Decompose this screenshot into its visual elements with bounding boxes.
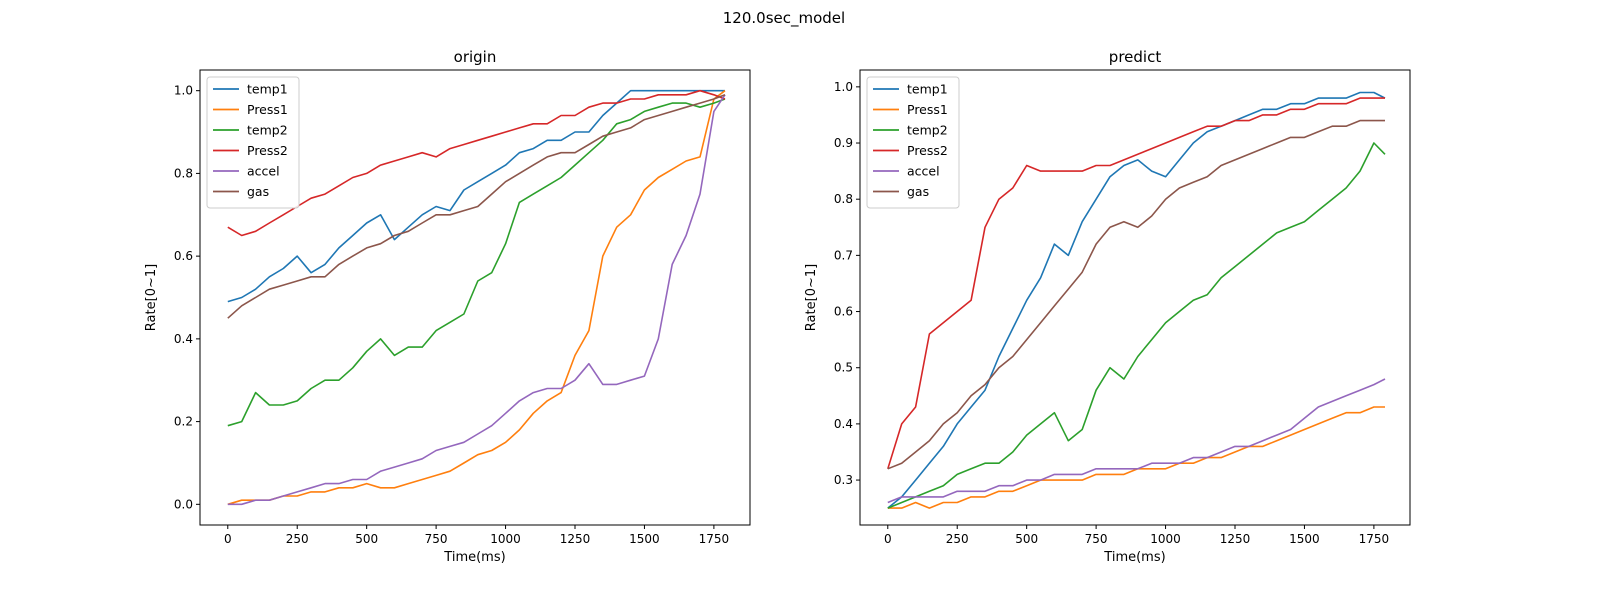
origin-plot-area xyxy=(227,89,726,506)
predict-axes-frame xyxy=(859,69,1411,526)
origin-xtick-label: 0 xyxy=(224,532,232,546)
origin-legend-label-temp2: temp2 xyxy=(247,123,288,138)
origin-legend: temp1 Press1 temp2 Press2 accel gas xyxy=(206,76,300,209)
origin-ylabel: Rate[0~1] xyxy=(144,264,159,331)
origin-ytick-label: 0.2 xyxy=(174,415,193,429)
origin-line-accel xyxy=(227,94,726,506)
origin-line-Press2 xyxy=(227,89,726,237)
predict-ylabel: Rate[0~1] xyxy=(804,264,819,331)
origin-xtick-label: 1000 xyxy=(490,532,521,546)
origin-legend-label-Press2: Press2 xyxy=(247,143,288,158)
origin-title: origin xyxy=(454,48,497,66)
predict-line-temp1 xyxy=(887,91,1386,509)
predict-ytick-label: 0.3 xyxy=(834,473,853,487)
figure-suptitle: 120.0sec_model xyxy=(723,9,845,28)
origin-ytick-label: 0.4 xyxy=(174,332,193,346)
origin-line-temp2 xyxy=(227,98,726,427)
origin-line-Press1 xyxy=(227,90,726,506)
origin-xtick-label: 1750 xyxy=(699,532,730,546)
predict-legend-label-gas: gas xyxy=(907,184,929,199)
origin-xtick-label: 500 xyxy=(355,532,378,546)
origin-legend-label-accel: accel xyxy=(247,164,280,179)
origin-axes-frame xyxy=(199,69,751,526)
predict-ytick-label: 0.4 xyxy=(834,417,853,431)
origin-xtick-label: 750 xyxy=(425,532,448,546)
origin-xtick-label: 1500 xyxy=(629,532,660,546)
predict-legend-label-accel: accel xyxy=(907,164,940,179)
predict-legend-label-Press1: Press1 xyxy=(907,102,948,117)
predict-xtick-label: 1500 xyxy=(1289,532,1320,546)
predict-legend-label-temp2: temp2 xyxy=(907,123,948,138)
predict-line-accel xyxy=(887,378,1386,504)
origin-legend-label-temp1: temp1 xyxy=(247,82,288,97)
predict-xtick-label: 1000 xyxy=(1150,532,1181,546)
predict-plot-area xyxy=(887,91,1386,509)
predict-xtick-label: 750 xyxy=(1085,532,1108,546)
predict-xlabel: Time(ms) xyxy=(1103,550,1165,565)
origin-ytick-label: 0.6 xyxy=(174,249,193,263)
predict-ytick-label: 0.9 xyxy=(834,136,853,150)
origin-legend-label-gas: gas xyxy=(247,184,269,199)
origin-xtick-label: 250 xyxy=(286,532,309,546)
origin-legend-label-Press1: Press1 xyxy=(247,102,288,117)
predict-xtick-label: 1250 xyxy=(1220,532,1251,546)
predict-ytick-label: 0.5 xyxy=(834,361,853,375)
predict-xtick-label: 500 xyxy=(1015,532,1038,546)
origin-ytick-label: 1.0 xyxy=(174,84,193,98)
predict-ytick-label: 0.8 xyxy=(834,192,853,206)
predict-panel: predict 0 250 500 750 1000 1250 1500 1750 0.3 0.4 0… xyxy=(804,48,1411,565)
origin-panel: origin 0 250 500 750 1000 1250 1500 1750 0.0 0.2 0.… xyxy=(144,48,751,565)
origin-line-gas xyxy=(227,94,726,319)
origin-line-temp1 xyxy=(227,89,725,303)
origin-xlabel: Time(ms) xyxy=(443,550,505,565)
predict-line-Press2 xyxy=(887,97,1385,470)
origin-ytick-label: 0.8 xyxy=(174,166,193,180)
predict-line-temp2 xyxy=(887,142,1386,509)
origin-ytick-label: 0.0 xyxy=(174,497,193,511)
predict-ytick-label: 0.6 xyxy=(834,305,853,319)
predict-xtick-label: 250 xyxy=(946,532,969,546)
predict-xtick-label: 1750 xyxy=(1359,532,1390,546)
predict-line-gas xyxy=(887,119,1385,470)
predict-ytick-label: 0.7 xyxy=(834,248,853,262)
predict-legend-label-Press2: Press2 xyxy=(907,143,948,158)
predict-xtick-label: 0 xyxy=(884,532,892,546)
predict-ytick-label: 1.0 xyxy=(834,80,853,94)
predict-title: predict xyxy=(1109,48,1162,66)
predict-legend-label-temp1: temp1 xyxy=(907,82,948,97)
predict-legend: temp1 Press1 temp2 Press2 accel gas xyxy=(866,76,960,209)
origin-xtick-label: 1250 xyxy=(560,532,591,546)
